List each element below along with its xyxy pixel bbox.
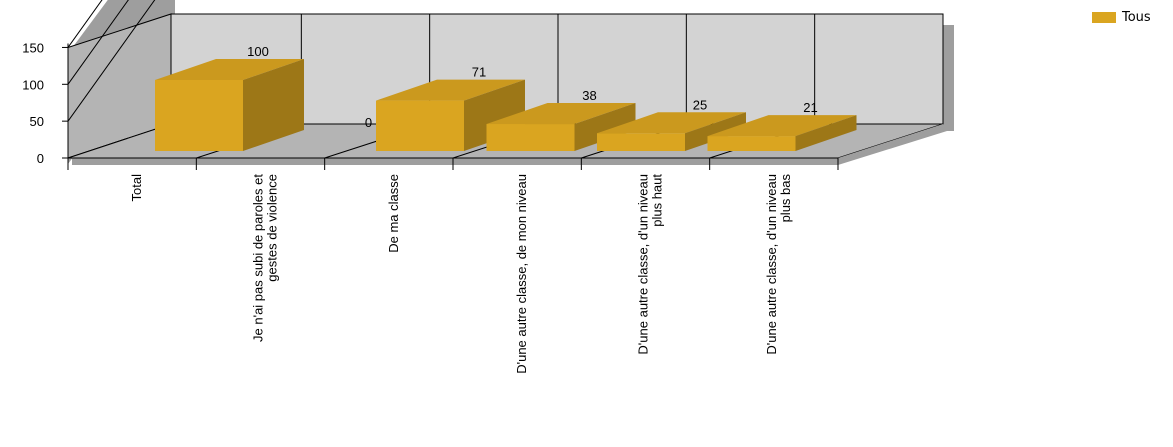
x-tick-label-line: plus bas (778, 174, 793, 223)
data-label: 38 (582, 88, 596, 103)
x-tick-label-line: D'une autre classe, de mon niveau (514, 174, 529, 374)
data-label: 21 (803, 100, 817, 115)
legend: Tous (1092, 10, 1151, 25)
x-tick-label: D'une autre classe, d'un niveau plus haut (636, 174, 665, 355)
data-label: 100 (247, 44, 269, 59)
x-tick-label: De ma classe (386, 174, 401, 253)
x-tick-label-line: D'une autre classe, d'un niveau (764, 174, 779, 355)
bar-front (376, 101, 464, 151)
x-tick-label-line: Je n'ai pas subi de paroles et (251, 174, 266, 342)
x-tick-label-line: D'une autre classe, d'un niveau (636, 174, 651, 355)
legend-label: Tous (1122, 10, 1151, 25)
x-tick-label: Total (129, 174, 144, 202)
y-tick-label: 0 (37, 151, 44, 166)
x-tick-label: D'une autre classe, d'un niveau plus bas (764, 174, 793, 355)
bar-front (155, 80, 243, 151)
bar-front (708, 136, 796, 151)
x-tick-label: D'une autre classe, de mon niveau (514, 174, 529, 374)
x-tick-label-line: Total (129, 174, 144, 202)
legend-swatch (1092, 12, 1116, 23)
bar-front (597, 133, 685, 151)
x-tick-label: Je n'ai pas subi de paroles et gestes de … (251, 174, 280, 342)
x-tick-label-line: plus haut (650, 174, 665, 227)
data-label: 0 (365, 115, 372, 130)
y-tick-label: 50 (30, 114, 44, 129)
bar-front (487, 124, 575, 151)
data-label: 71 (472, 65, 486, 80)
bar (155, 59, 304, 151)
x-tick-label-line: De ma classe (386, 174, 401, 253)
data-label: 25 (693, 97, 707, 112)
x-tick-label-line: gestes de violence (265, 174, 280, 282)
y-tick-label: 150 (22, 40, 44, 55)
y-tick-label: 100 (22, 77, 44, 92)
